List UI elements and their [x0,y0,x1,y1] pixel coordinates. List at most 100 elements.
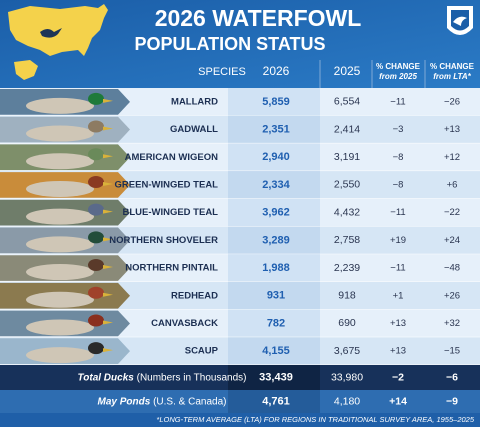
duck-photo [0,144,130,171]
cell-value: 690 [338,317,356,329]
species-name: GADWALL [170,124,218,135]
duck-bill [103,154,113,159]
total-value: 33,439 [259,371,293,383]
duck-photo [0,255,130,281]
cell-value: −11 [390,263,405,274]
species-name: NORTHERN SHOVELER [109,235,218,246]
cell-value: +13 [390,346,406,357]
duck-body [26,180,94,197]
total-label: Total Ducks (Numbers in Thousands) [78,372,247,383]
cell-value: +12 [444,152,460,163]
cell-value: 3,191 [334,151,360,163]
duck-bill [103,237,113,242]
cell-highlight [228,337,320,365]
cell-highlight [228,88,320,116]
total-value: +14 [389,395,407,407]
duck-body [26,347,94,364]
duck-photo [0,282,130,309]
cell-highlight [228,226,320,255]
title-line-2: POPULATION STATUS [135,34,326,54]
column-subheader: from 2025 [379,72,417,81]
cell-value: 2,239 [334,262,360,274]
total-value: −2 [392,371,404,383]
value-2026: 782 [267,317,285,329]
cell-value: 2,550 [334,179,360,191]
total-value: 33,980 [331,371,363,383]
cell-value: −11 [390,207,405,218]
total-value: −9 [446,395,458,407]
duck-bill [103,265,113,270]
value-2026: 2,940 [262,151,290,163]
footnote: *LONG-TERM AVERAGE (LTA) FOR REGIONS IN … [156,415,474,424]
cell-highlight [228,254,320,282]
duck-head [88,342,104,355]
cell-value: +32 [444,318,460,329]
duck-head [88,175,104,188]
cell-value: +13 [444,124,460,135]
value-2026: 1,988 [262,262,290,274]
value-2026: 2,334 [262,179,290,191]
column-header: 2026 [263,64,290,78]
cell-value: +6 [447,179,458,190]
cell-highlight [228,198,320,227]
value-2026: 931 [267,290,285,302]
duck-photo [0,89,130,115]
value-2026: 3,289 [262,234,290,246]
cell-value: −48 [444,263,460,274]
value-2026: 5,859 [262,96,290,108]
cell-value: 918 [338,290,356,302]
footnote-bg [0,413,480,427]
cell-value: −22 [444,207,460,218]
species-name: REDHEAD [171,290,218,301]
total-name: May Ponds [98,396,151,407]
duck-photo [0,199,130,226]
value-2026: 4,155 [262,345,290,357]
duck-body [26,153,94,170]
cell-value: 3,675 [334,345,360,357]
cell-highlight [228,281,320,310]
duck-photo [0,310,130,337]
title-line-1: 2026 WATERFOWL [155,5,362,31]
cell-value: −8 [393,179,404,190]
cell-value: −15 [444,346,460,357]
cell-value: +19 [390,235,406,246]
column-header: SPECIES [198,66,246,78]
cell-highlight [228,171,320,199]
species-name: AMERICAN WIGEON [125,152,219,163]
duck-bill [103,320,113,325]
total-note: (U.S. & Canada) [153,396,226,407]
duck-bill [103,98,113,103]
total-name: Total Ducks [78,372,135,383]
duck-head [88,120,104,133]
duck-body [26,208,94,225]
species-name: GREEN-WINGED TEAL [115,179,219,190]
cell-value: −26 [444,96,460,107]
duck-body [26,236,94,253]
duck-head [88,148,104,161]
cell-highlight [228,115,320,144]
duck-bill [103,209,113,214]
cell-value: −11 [390,96,405,107]
us-map [8,4,108,80]
duck-head [88,259,104,272]
duck-bill [103,126,113,131]
column-header: 2025 [334,64,361,78]
total-value: 4,180 [334,395,360,407]
column-header: % CHANGE [430,62,475,71]
cell-value: 2,414 [334,123,360,135]
cell-value: +13 [390,318,406,329]
total-highlight [228,365,320,390]
duck-photo [0,172,130,198]
cell-value: +26 [444,290,460,301]
cell-value: +1 [393,290,404,301]
species-name: CANVASBACK [151,318,218,329]
cell-value: 2,758 [334,234,360,246]
duck-head [88,203,104,216]
duck-body [26,264,94,281]
column-subheader: from LTA* [433,72,471,81]
duck-bill [103,348,113,353]
total-value: 4,761 [262,395,290,407]
duck-head [88,286,104,299]
cell-highlight [228,143,320,172]
value-2026: 2,351 [262,123,290,135]
